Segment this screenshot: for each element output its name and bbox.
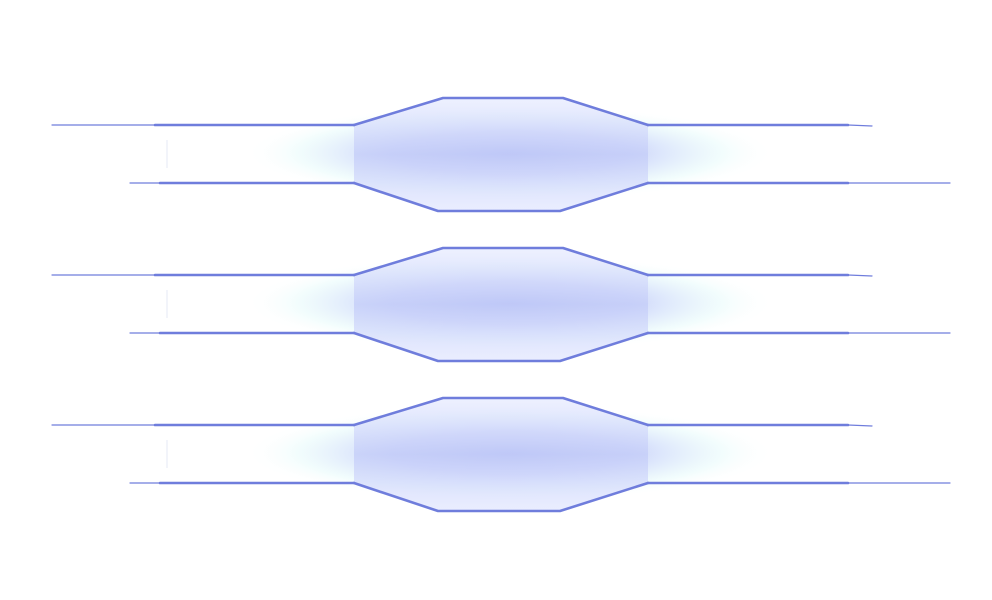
waveguide-1	[51, 96, 951, 213]
waveguide-1-top-right-lead	[847, 124, 873, 127]
waveguide-2-bottom-edge	[352, 331, 650, 363]
waveguide-1-top-edge	[352, 96, 650, 127]
waveguide-1-bottom-edge	[352, 181, 650, 213]
waveguide-3-bottom-edge	[352, 481, 650, 513]
waveguide-2-body	[354, 248, 648, 361]
waveguide-2-top-edge	[352, 246, 650, 277]
waveguide-2	[51, 246, 951, 363]
waveguide-1-body	[354, 98, 648, 211]
waveguide-3-top-right-lead	[847, 424, 873, 427]
waveguide-2-top-right-lead	[847, 274, 873, 277]
waveguide-3-body	[354, 398, 648, 511]
waveguide-3-top-edge	[352, 396, 650, 427]
waveguide-3	[51, 396, 951, 513]
